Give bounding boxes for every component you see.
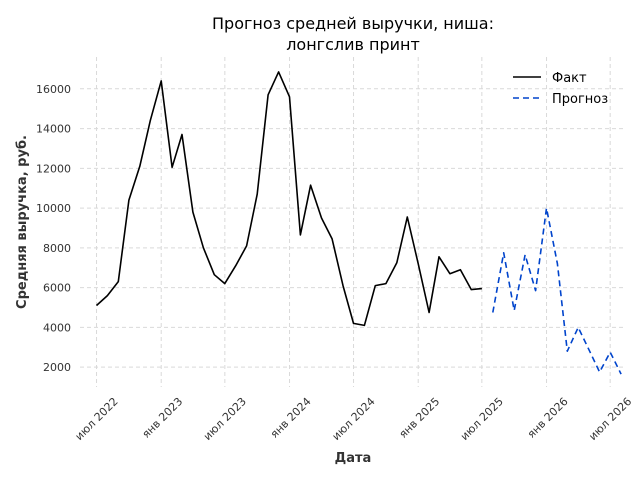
series-lines <box>95 71 622 375</box>
y-tick-label: 4000 <box>43 321 71 334</box>
y-tick-label: 12000 <box>36 162 71 175</box>
x-tick-label: янв 2023 <box>140 395 186 441</box>
x-tick-labels: июл 2022 янв 2023 июл 2023 янв 2024 июл 2024… <box>73 395 635 443</box>
chart-title-line-1: Прогноз средней выручки, ниша: <box>212 14 494 33</box>
x-tick-label: июл 2025 <box>458 395 506 443</box>
y-tick-labels: 2000 4000 6000 8000 10000 12000 14000 16000 <box>36 83 71 374</box>
y-tick-label: 8000 <box>43 242 71 255</box>
y-tick-label: 14000 <box>36 123 71 136</box>
series-line-forecast <box>492 207 622 375</box>
x-tick-label: янв 2025 <box>397 395 443 441</box>
x-tick-label: июл 2026 <box>586 395 634 443</box>
x-axis-label: Дата <box>335 451 372 466</box>
grid-lines <box>80 57 626 387</box>
x-tick-label: янв 2026 <box>525 395 571 441</box>
x-tick-label: июл 2023 <box>201 395 249 443</box>
y-tick-label: 2000 <box>43 361 71 374</box>
series-line-fact <box>95 71 482 327</box>
x-tick-label: июл 2024 <box>330 395 378 443</box>
x-tick-label: июл 2022 <box>73 395 121 443</box>
chart-title-line-2: лонгслив принт <box>286 35 420 54</box>
legend: Факт Прогноз <box>513 71 608 107</box>
legend-label-forecast: Прогноз <box>552 92 608 107</box>
y-tick-label: 6000 <box>43 282 71 295</box>
y-tick-label: 10000 <box>36 202 71 215</box>
y-axis-label: Средняя выручка, руб. <box>15 135 30 309</box>
y-tick-label: 16000 <box>36 83 71 96</box>
legend-label-fact: Факт <box>552 71 587 86</box>
x-tick-label: янв 2024 <box>268 395 314 441</box>
